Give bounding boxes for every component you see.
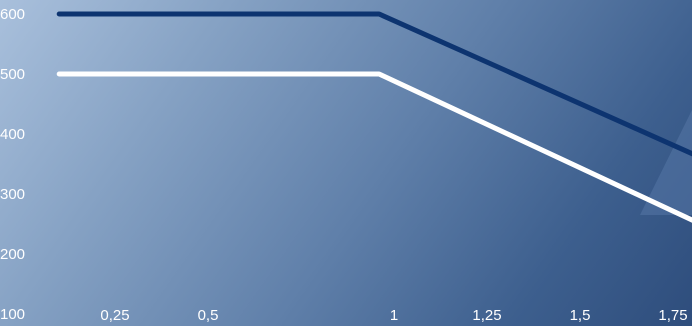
x-tick-label: 0,5 [198,307,219,324]
y-tick-label: 100 [0,306,25,323]
y-axis-ticks: 100 200 300 400 500 600 [0,6,25,323]
y-tick-label: 600 [0,6,25,23]
x-axis-ticks: 0,250,511,251,51,752 [100,307,687,324]
y-tick-label: 500 [0,66,25,83]
series-line-2 [56,71,692,223]
x-tick-label: 1,75 [658,307,687,324]
x-tick-label: 1 [390,307,398,324]
y-tick-label: 200 [0,246,25,263]
y-tick-label: 300 [0,186,25,203]
y-tick-label: 400 [0,126,25,143]
series-line-1 [56,11,692,157]
x-tick-label: 0,25 [100,307,129,324]
decorative-shard [640,110,692,215]
series-layer [56,11,692,223]
x-tick-label: 1,5 [570,307,591,324]
x-tick-label: 1,25 [472,307,501,324]
